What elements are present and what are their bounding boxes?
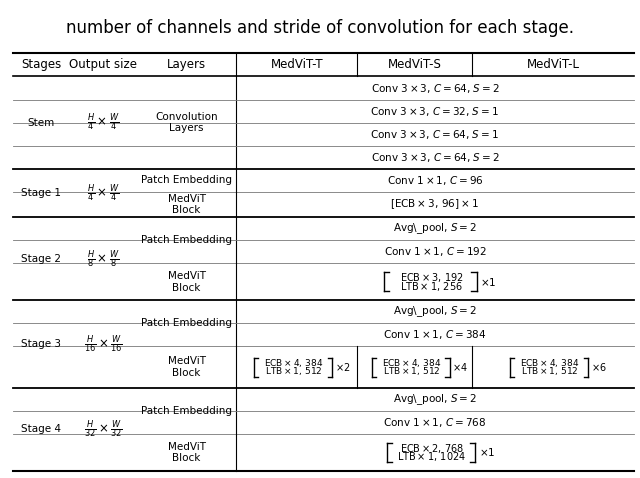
Text: MedViT
Block: MedViT Block bbox=[168, 271, 205, 293]
Text: Conv $3\times3$, $C=64$, $S=2$: Conv $3\times3$, $C=64$, $S=2$ bbox=[371, 82, 499, 95]
Text: Avg\_pool, $S=2$: Avg\_pool, $S=2$ bbox=[393, 304, 477, 319]
Text: $\mathrm{LTB}\times1,\, 512$: $\mathrm{LTB}\times1,\, 512$ bbox=[265, 365, 323, 377]
Text: $\mathrm{ECB}\times4,\, 384$: $\mathrm{ECB}\times4,\, 384$ bbox=[520, 357, 579, 369]
Text: $\mathrm{LTB}\times1,\, 512$: $\mathrm{LTB}\times1,\, 512$ bbox=[383, 365, 440, 377]
Text: MedViT
Block: MedViT Block bbox=[168, 442, 205, 463]
Text: $\mathrm{ECB}\times4,\, 384$: $\mathrm{ECB}\times4,\, 384$ bbox=[381, 357, 442, 369]
Text: $\frac{H}{8} \times \frac{W}{8}$: $\frac{H}{8} \times \frac{W}{8}$ bbox=[87, 248, 120, 270]
Text: Conv $1\times1$, $C=96$: Conv $1\times1$, $C=96$ bbox=[387, 174, 483, 187]
Text: $\mathrm{LTB}\times1,\, 512$: $\mathrm{LTB}\times1,\, 512$ bbox=[521, 365, 579, 377]
Text: $\frac{H}{4} \times \frac{W}{4}$: $\frac{H}{4} \times \frac{W}{4}$ bbox=[87, 112, 120, 133]
Text: Stage 2: Stage 2 bbox=[21, 254, 61, 264]
Text: $\mathrm{LTB}\times1,\, 256$: $\mathrm{LTB}\times1,\, 256$ bbox=[401, 280, 463, 293]
Text: MedViT-L: MedViT-L bbox=[526, 58, 579, 71]
Text: $\times1$: $\times1$ bbox=[480, 276, 496, 288]
Text: $\times2$: $\times2$ bbox=[335, 361, 350, 373]
Text: $\mathrm{ECB}\times4,\, 384$: $\mathrm{ECB}\times4,\, 384$ bbox=[264, 357, 323, 369]
Text: Conv $3\times3$, $C=64$, $S=2$: Conv $3\times3$, $C=64$, $S=2$ bbox=[371, 151, 499, 163]
Text: number of channels and stride of convolution for each stage.: number of channels and stride of convolu… bbox=[66, 19, 574, 37]
Text: $\frac{H}{16} \times \frac{W}{16}$: $\frac{H}{16} \times \frac{W}{16}$ bbox=[84, 333, 123, 355]
Text: Layers: Layers bbox=[167, 58, 206, 71]
Text: Stage 4: Stage 4 bbox=[21, 424, 61, 435]
Text: Patch Embedding: Patch Embedding bbox=[141, 175, 232, 185]
Text: $\times6$: $\times6$ bbox=[591, 361, 606, 373]
Text: $\left[\mathrm{ECB}\times3,\, 96\right]\times1$: $\left[\mathrm{ECB}\times3,\, 96\right]\… bbox=[390, 197, 479, 211]
Text: Output size: Output size bbox=[69, 58, 138, 71]
Text: Avg\_pool, $S=2$: Avg\_pool, $S=2$ bbox=[393, 221, 477, 236]
Text: $\frac{H}{32} \times \frac{W}{32}$: $\frac{H}{32} \times \frac{W}{32}$ bbox=[84, 418, 123, 440]
Text: MedViT-S: MedViT-S bbox=[388, 58, 442, 71]
Text: Conv $3\times3$, $C=64$, $S=1$: Conv $3\times3$, $C=64$, $S=1$ bbox=[371, 128, 499, 141]
Text: $\times1$: $\times1$ bbox=[479, 446, 495, 458]
Text: Stem: Stem bbox=[28, 118, 55, 128]
Text: $\times4$: $\times4$ bbox=[452, 361, 468, 373]
Text: MedViT
Block: MedViT Block bbox=[168, 356, 205, 378]
Text: Avg\_pool, $S=2$: Avg\_pool, $S=2$ bbox=[393, 392, 477, 407]
Text: Patch Embedding: Patch Embedding bbox=[141, 235, 232, 245]
Text: $\frac{H}{4} \times \frac{W}{4}$: $\frac{H}{4} \times \frac{W}{4}$ bbox=[87, 182, 120, 204]
Text: Convolution
Layers: Convolution Layers bbox=[156, 112, 218, 133]
Text: Stage 3: Stage 3 bbox=[21, 339, 61, 349]
Text: $\mathrm{ECB}\times3,\, 192$: $\mathrm{ECB}\times3,\, 192$ bbox=[400, 271, 464, 284]
Text: Patch Embedding: Patch Embedding bbox=[141, 318, 232, 328]
Text: $\mathrm{LTB}\times1,\, 1024$: $\mathrm{LTB}\times1,\, 1024$ bbox=[397, 450, 467, 463]
Text: Stage 1: Stage 1 bbox=[21, 188, 61, 198]
Text: Conv $3\times3$, $C=32$, $S=1$: Conv $3\times3$, $C=32$, $S=1$ bbox=[371, 105, 499, 118]
Text: Patch Embedding: Patch Embedding bbox=[141, 406, 232, 416]
Text: Conv $1\times1$, $C=384$: Conv $1\times1$, $C=384$ bbox=[383, 328, 486, 341]
Text: MedViT
Block: MedViT Block bbox=[168, 194, 205, 215]
Text: Stages: Stages bbox=[21, 58, 61, 71]
Text: MedViT-T: MedViT-T bbox=[271, 58, 323, 71]
Text: Conv $1\times1$, $C=768$: Conv $1\times1$, $C=768$ bbox=[383, 416, 486, 429]
Text: $\mathrm{ECB}\times2,\, 768$: $\mathrm{ECB}\times2,\, 768$ bbox=[399, 442, 464, 455]
Text: Conv $1\times1$, $C=192$: Conv $1\times1$, $C=192$ bbox=[383, 245, 486, 258]
